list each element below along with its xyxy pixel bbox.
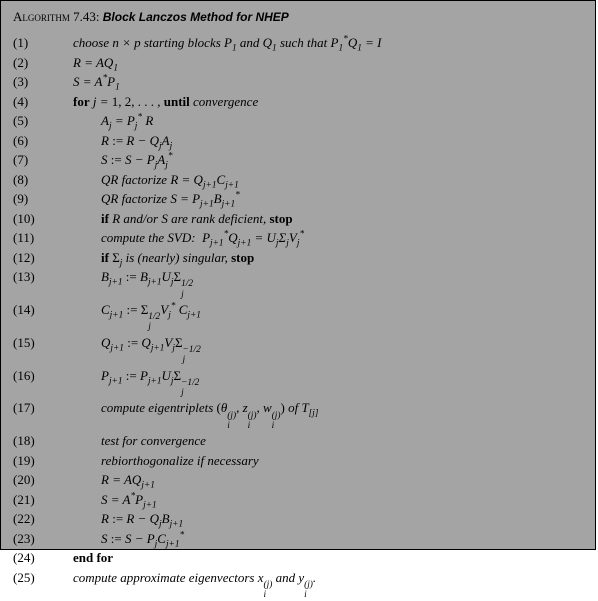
step-content: compute the SVD: Pj+1*Qj+1 = UjΣjVj*: [73, 228, 583, 248]
step-content: S = A*P1: [73, 72, 583, 92]
step-line: (22)R := R − QjBj+1: [13, 509, 583, 529]
step-number: (5): [13, 111, 73, 131]
step-content: end for: [73, 548, 583, 568]
step-content: for j = 1, 2, . . . , until convergence: [73, 92, 583, 112]
step-number: (25): [13, 568, 73, 588]
step-number: (7): [13, 150, 73, 170]
step-line: (6)R := R − QjAj: [13, 131, 583, 151]
step-line: (20)R = AQj+1: [13, 470, 583, 490]
step-line: (24)end for: [13, 548, 583, 568]
steps-list: (1)choose n × p starting blocks P1 and Q…: [13, 33, 583, 601]
step-number: (18): [13, 431, 73, 451]
step-number: (17): [13, 398, 73, 418]
algorithm-label: Algorithm: [13, 9, 70, 24]
step-line: (7)S := S − PjAj*: [13, 150, 583, 170]
step-number: (20): [13, 470, 73, 490]
step-content: test for convergence: [73, 431, 583, 451]
step-line: (13)Bj+1 := Bj+1UjΣ1/2j: [13, 267, 583, 300]
step-number: (13): [13, 267, 73, 287]
step-line: (8)QR factorize R = Qj+1Cj+1: [13, 170, 583, 190]
step-line: (12)if Σj is (nearly) singular, stop: [13, 248, 583, 268]
step-line: (23)S := S − PjCj+1*: [13, 529, 583, 549]
step-content: Cj+1 := Σ1/2jVj* Cj+1: [73, 300, 583, 333]
step-line: (15)Qj+1 := Qj+1VjΣ−1/2j: [13, 333, 583, 366]
step-line: (18)test for convergence: [13, 431, 583, 451]
step-number: (11): [13, 228, 73, 248]
step-content: if Σj is (nearly) singular, stop: [73, 248, 583, 268]
step-line: (19)rebiorthogonalize if necessary: [13, 451, 583, 471]
step-number: (1): [13, 33, 73, 53]
step-number: (2): [13, 53, 73, 73]
step-number: (24): [13, 548, 73, 568]
step-number: (21): [13, 490, 73, 510]
step-number: (8): [13, 170, 73, 190]
step-content: S := S − PjCj+1*: [73, 529, 583, 549]
step-content: Bj+1 := Bj+1UjΣ1/2j: [73, 267, 583, 300]
step-line: (1)choose n × p starting blocks P1 and Q…: [13, 33, 583, 53]
algorithm-title: Block Lanczos Method for NHEP: [103, 10, 289, 24]
step-number: (23): [13, 529, 73, 549]
step-number: (9): [13, 189, 73, 209]
step-content: R := R − QjAj: [73, 131, 583, 151]
step-content: compute eigentriplets (θ(j)i, z(j)i, w(j…: [73, 398, 583, 431]
step-line: (25)compute approximate eigenvectors x(j…: [13, 568, 583, 601]
step-line: (10)if R and/or S are rank deficient, st…: [13, 209, 583, 229]
algorithm-box: Algorithm 7.43: Block Lanczos Method for…: [0, 0, 596, 550]
step-number: (12): [13, 248, 73, 268]
algorithm-title-line: Algorithm 7.43: Block Lanczos Method for…: [13, 9, 583, 25]
step-number: (3): [13, 72, 73, 92]
step-number: (14): [13, 300, 73, 320]
step-content: S = A*Pj+1: [73, 490, 583, 510]
step-content: QR factorize S = Pj+1Bj+1*: [73, 189, 583, 209]
step-line: (21)S = A*Pj+1: [13, 490, 583, 510]
step-content: if R and/or S are rank deficient, stop: [73, 209, 583, 229]
step-content: rebiorthogonalize if necessary: [73, 451, 583, 471]
step-content: choose n × p starting blocks P1 and Q1 s…: [73, 33, 583, 53]
step-content: QR factorize R = Qj+1Cj+1: [73, 170, 583, 190]
step-line: (17)compute eigentriplets (θ(j)i, z(j)i,…: [13, 398, 583, 431]
step-number: (6): [13, 131, 73, 151]
step-number: (16): [13, 366, 73, 386]
step-line: (4)for j = 1, 2, . . . , until convergen…: [13, 92, 583, 112]
step-content: compute approximate eigenvectors x(j)i a…: [73, 568, 583, 601]
step-line: (5)Aj = Pj* R: [13, 111, 583, 131]
step-number: (15): [13, 333, 73, 353]
step-number: (22): [13, 509, 73, 529]
step-number: (19): [13, 451, 73, 471]
step-content: R = AQj+1: [73, 470, 583, 490]
step-content: Qj+1 := Qj+1VjΣ−1/2j: [73, 333, 583, 366]
algorithm-number: 7.43:: [73, 9, 99, 24]
step-line: (3)S = A*P1: [13, 72, 583, 92]
step-line: (16)Pj+1 := Pj+1UjΣ−1/2j: [13, 366, 583, 399]
step-line: (14)Cj+1 := Σ1/2jVj* Cj+1: [13, 300, 583, 333]
step-number: (10): [13, 209, 73, 229]
step-content: Pj+1 := Pj+1UjΣ−1/2j: [73, 366, 583, 399]
step-content: S := S − PjAj*: [73, 150, 583, 170]
step-line: (2)R = AQ1: [13, 53, 583, 73]
step-content: Aj = Pj* R: [73, 111, 583, 131]
step-content: R := R − QjBj+1: [73, 509, 583, 529]
step-content: R = AQ1: [73, 53, 583, 73]
step-line: (9)QR factorize S = Pj+1Bj+1*: [13, 189, 583, 209]
step-number: (4): [13, 92, 73, 112]
step-line: (11)compute the SVD: Pj+1*Qj+1 = UjΣjVj*: [13, 228, 583, 248]
